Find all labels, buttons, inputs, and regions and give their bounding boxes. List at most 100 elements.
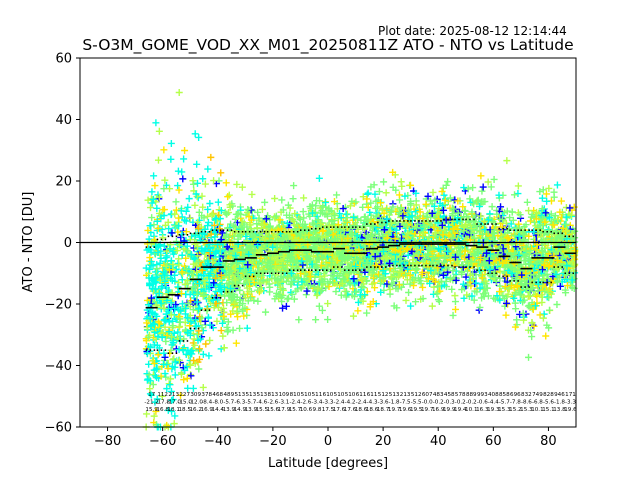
data-point	[387, 273, 395, 281]
data-point	[178, 168, 186, 176]
data-point	[225, 269, 233, 277]
data-point	[182, 217, 190, 225]
data-point	[557, 197, 565, 205]
data-point	[185, 195, 193, 203]
data-point	[154, 224, 162, 232]
data-point	[191, 341, 199, 349]
data-point	[322, 198, 330, 206]
data-point	[563, 235, 571, 243]
data-point	[387, 208, 395, 216]
data-point	[270, 268, 278, 276]
data-point	[195, 225, 203, 233]
data-point	[180, 376, 188, 384]
data-point	[430, 223, 438, 231]
data-point	[225, 191, 233, 199]
data-point	[170, 355, 178, 363]
data-point	[536, 188, 544, 196]
data-point	[175, 88, 183, 96]
data-point	[187, 269, 195, 277]
data-point	[390, 302, 398, 310]
data-point	[272, 212, 280, 220]
data-point	[241, 304, 249, 312]
data-point	[330, 269, 338, 277]
data-point	[407, 302, 415, 310]
data-point	[207, 153, 215, 161]
data-point	[246, 242, 254, 250]
data-point	[157, 299, 165, 307]
data-point	[247, 269, 255, 277]
data-point	[149, 309, 157, 317]
data-point	[200, 230, 208, 238]
data-point	[438, 188, 446, 196]
data-point	[244, 205, 252, 213]
data-point	[337, 231, 345, 239]
data-point	[554, 216, 562, 224]
data-point	[541, 229, 549, 237]
data-point	[199, 175, 207, 183]
data-point	[202, 340, 210, 348]
data-point	[383, 234, 391, 242]
data-point	[146, 204, 154, 212]
data-point	[193, 179, 201, 187]
data-point	[277, 268, 285, 276]
data-point	[361, 268, 369, 276]
data-point	[155, 209, 163, 217]
data-point	[451, 298, 459, 306]
data-point	[543, 270, 551, 278]
data-point	[526, 260, 534, 268]
data-point	[530, 322, 538, 330]
data-point	[312, 286, 320, 294]
data-point	[168, 396, 176, 404]
data-point	[402, 222, 410, 230]
data-point	[371, 190, 379, 198]
data-point	[370, 266, 378, 274]
data-point	[312, 316, 320, 324]
data-point	[390, 268, 398, 276]
data-point	[201, 180, 209, 188]
data-point	[216, 225, 224, 233]
data-point	[198, 314, 206, 322]
data-point	[318, 306, 326, 314]
data-point	[164, 406, 172, 414]
data-point	[412, 298, 420, 306]
data-point	[270, 230, 278, 238]
data-point	[298, 257, 306, 265]
data-point	[214, 304, 222, 312]
data-point	[536, 311, 544, 319]
data-point	[266, 288, 274, 296]
data-point	[439, 206, 447, 214]
data-point	[474, 196, 482, 204]
data-point	[389, 168, 397, 176]
data-point	[448, 227, 456, 235]
data-point	[464, 281, 472, 289]
data-point	[380, 178, 388, 186]
data-point	[147, 258, 155, 266]
data-point	[171, 277, 179, 285]
data-point	[150, 221, 158, 229]
data-point	[568, 229, 576, 237]
data-point	[424, 250, 432, 258]
data-point	[503, 157, 511, 165]
data-point	[413, 243, 421, 251]
data-point	[174, 182, 182, 190]
data-point	[360, 213, 368, 221]
data-point	[302, 252, 310, 260]
data-point	[201, 317, 209, 325]
data-point	[160, 146, 168, 154]
data-point	[201, 250, 209, 258]
data-point	[165, 225, 173, 233]
data-point	[297, 270, 305, 278]
data-point	[530, 228, 538, 236]
data-point	[171, 358, 179, 366]
data-point	[168, 229, 176, 237]
data-point	[253, 220, 261, 228]
data-point	[509, 216, 517, 224]
data-point	[363, 195, 371, 203]
data-point	[218, 229, 226, 237]
data-point	[439, 271, 447, 279]
data-point	[369, 246, 377, 254]
data-point	[549, 247, 557, 255]
data-point	[439, 184, 447, 192]
data-point	[257, 287, 265, 295]
data-point	[553, 181, 561, 189]
